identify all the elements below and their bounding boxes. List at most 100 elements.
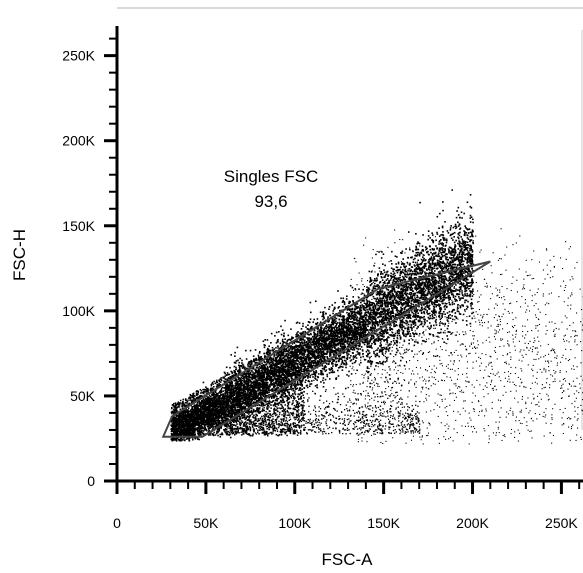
event-point xyxy=(287,351,290,353)
event-point xyxy=(224,402,226,404)
event-point xyxy=(454,244,456,246)
event-point xyxy=(212,391,215,394)
event-point xyxy=(266,404,269,407)
event-point xyxy=(394,362,397,365)
event-point xyxy=(302,348,304,351)
event-point xyxy=(342,319,344,321)
event-point xyxy=(423,307,426,310)
event-point xyxy=(441,322,443,324)
event-point xyxy=(309,374,312,377)
event-point xyxy=(413,316,416,318)
event-point xyxy=(334,316,336,318)
event-point xyxy=(324,306,326,309)
event-point xyxy=(290,375,293,377)
event-point xyxy=(263,361,265,363)
event-point xyxy=(383,302,386,305)
event-point xyxy=(213,396,216,399)
event-point xyxy=(303,356,305,359)
event-point xyxy=(469,281,472,284)
event-point xyxy=(420,252,423,255)
event-point xyxy=(434,289,436,292)
event-point xyxy=(466,271,469,274)
event-point xyxy=(314,300,317,303)
event-point xyxy=(397,296,399,299)
event-point xyxy=(306,386,309,389)
event-point xyxy=(408,278,411,281)
event-point xyxy=(412,326,415,328)
event-point xyxy=(317,341,319,344)
event-point xyxy=(380,310,383,313)
event-point xyxy=(438,316,441,318)
event-point xyxy=(294,353,296,356)
event-point xyxy=(436,354,439,357)
event-point xyxy=(403,288,406,291)
event-point xyxy=(442,238,445,240)
event-point xyxy=(436,296,438,299)
event-point xyxy=(464,293,466,295)
event-point xyxy=(383,292,385,295)
event-point xyxy=(456,306,459,308)
event-point xyxy=(324,370,327,373)
event-point xyxy=(395,309,398,312)
event-point xyxy=(289,366,291,369)
event-point xyxy=(448,299,450,301)
event-point xyxy=(451,301,454,303)
event-point xyxy=(458,243,461,246)
event-point xyxy=(472,311,475,314)
event-point xyxy=(319,330,321,333)
event-point xyxy=(451,261,453,264)
event-point xyxy=(281,338,284,341)
event-point xyxy=(403,302,405,304)
event-point xyxy=(302,363,304,365)
event-point xyxy=(214,408,217,410)
event-point xyxy=(374,304,376,307)
event-point xyxy=(347,339,349,341)
event-point xyxy=(427,261,430,264)
event-point xyxy=(364,359,366,361)
event-point xyxy=(271,378,273,381)
event-point xyxy=(440,300,443,303)
event-point xyxy=(363,302,366,305)
event-point xyxy=(366,341,368,344)
event-point xyxy=(205,386,207,388)
event-point xyxy=(431,291,434,294)
event-point xyxy=(348,309,351,311)
event-point xyxy=(417,241,419,243)
event-point xyxy=(227,405,229,408)
event-point xyxy=(282,382,285,385)
event-point xyxy=(277,359,280,361)
event-point xyxy=(252,381,255,384)
event-point xyxy=(274,365,277,368)
event-point xyxy=(320,342,323,345)
event-point xyxy=(320,337,323,340)
event-point xyxy=(423,311,425,314)
event-point xyxy=(219,435,222,438)
event-point xyxy=(367,311,369,314)
event-point xyxy=(422,291,425,294)
event-point xyxy=(270,375,272,378)
event-point xyxy=(290,356,292,358)
event-point xyxy=(295,322,298,324)
event-point xyxy=(394,342,396,345)
event-point xyxy=(266,347,269,350)
event-point xyxy=(449,263,452,266)
event-point xyxy=(358,354,361,356)
event-point xyxy=(374,277,376,280)
event-point xyxy=(428,301,430,304)
event-point xyxy=(337,314,340,317)
event-point xyxy=(349,357,351,359)
event-point xyxy=(413,340,416,343)
event-point xyxy=(415,284,417,287)
event-point xyxy=(411,299,413,302)
event-point xyxy=(407,273,410,276)
event-point xyxy=(303,367,306,370)
event-point xyxy=(398,291,401,293)
event-point xyxy=(411,321,414,324)
event-point xyxy=(463,278,466,280)
event-point xyxy=(322,311,324,314)
event-point xyxy=(405,348,408,351)
event-point xyxy=(320,336,322,338)
event-point xyxy=(400,272,402,275)
event-point xyxy=(325,332,328,335)
event-point xyxy=(331,363,333,365)
